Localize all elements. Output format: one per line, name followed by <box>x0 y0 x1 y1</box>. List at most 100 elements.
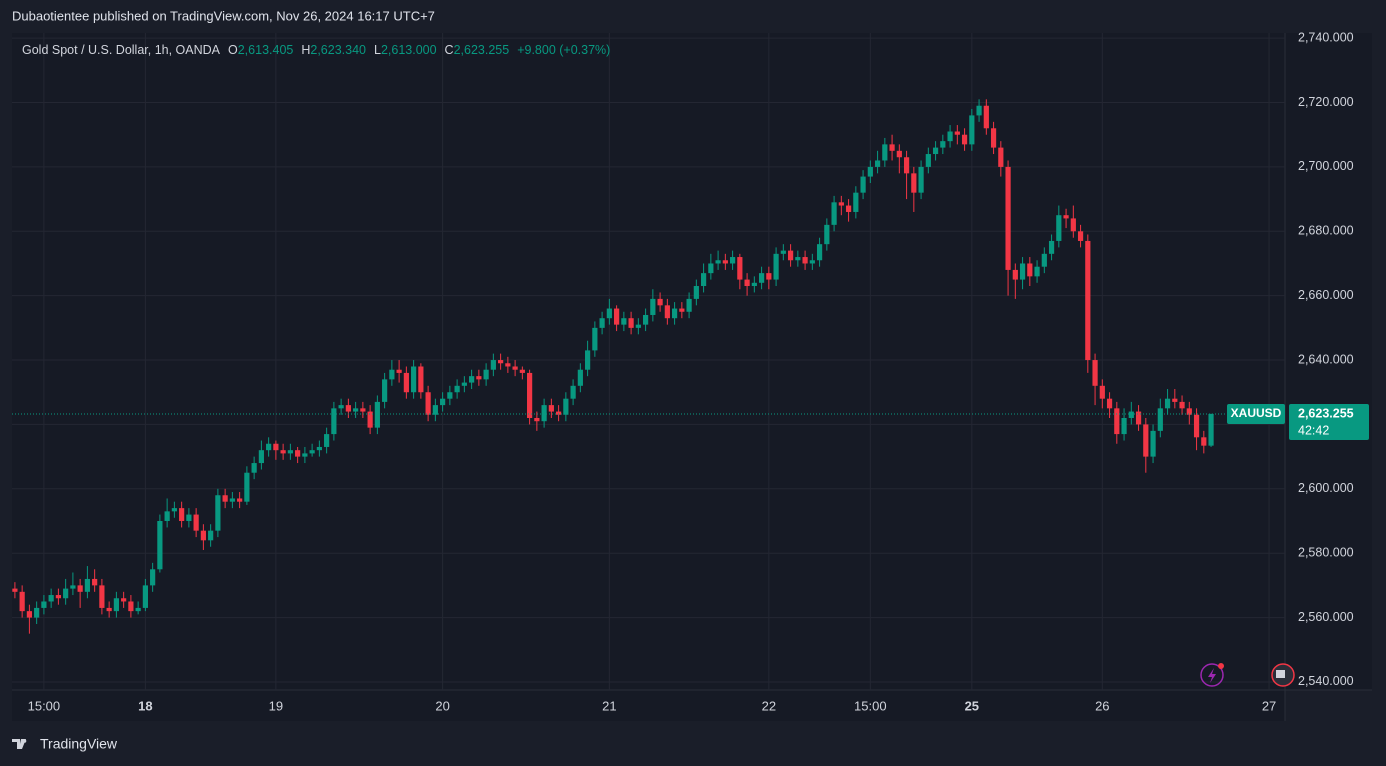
candle-body <box>874 160 881 167</box>
candle-body <box>142 585 148 608</box>
candle-body <box>686 298 692 312</box>
candle <box>280 443 286 460</box>
y-tick-label: 2,720.000 <box>1298 95 1354 109</box>
candle-body <box>599 318 605 328</box>
candle-body <box>548 405 554 412</box>
candle <box>737 253 743 290</box>
candle <box>302 446 308 464</box>
candle <box>1128 401 1134 425</box>
candle <box>1164 389 1171 415</box>
candle-body <box>787 250 794 261</box>
event-icon[interactable] <box>1271 663 1295 687</box>
header: Dubaotientee published on TradingView.co… <box>12 8 435 23</box>
candle <box>244 466 250 505</box>
candle-body <box>338 405 344 409</box>
candle-body <box>229 498 235 502</box>
y-tick-label: 2,600.000 <box>1298 481 1354 495</box>
candle-body <box>222 495 228 502</box>
candle <box>766 266 772 290</box>
candle-body <box>258 450 264 464</box>
candle <box>447 385 453 406</box>
candle <box>106 601 112 618</box>
candle <box>1005 160 1011 296</box>
candle-body <box>237 498 243 502</box>
candle-body <box>12 588 18 592</box>
candle <box>693 279 699 306</box>
candle-body <box>48 595 54 602</box>
candle-body <box>121 598 127 602</box>
candle-body <box>845 205 852 212</box>
candle <box>403 366 409 399</box>
y-tick-label: 2,740.000 <box>1298 30 1354 44</box>
candle <box>70 572 76 596</box>
candle-body <box>316 446 322 451</box>
candle <box>34 601 40 625</box>
candle <box>903 150 910 200</box>
candle <box>425 385 431 422</box>
candle-body <box>382 379 388 402</box>
candle <box>679 302 685 319</box>
candle <box>360 401 366 418</box>
candle-body <box>831 202 837 225</box>
candle <box>621 311 627 332</box>
candle-body <box>969 115 975 145</box>
price-tag <box>1289 403 1369 440</box>
candle-body <box>556 411 562 415</box>
candle <box>1034 260 1040 283</box>
candle-body <box>396 369 402 373</box>
candle <box>1121 408 1127 441</box>
candle <box>1063 208 1069 229</box>
candle <box>1157 398 1163 438</box>
alert-icon[interactable] <box>1200 663 1224 687</box>
candle <box>353 401 359 418</box>
candle-body <box>374 401 380 428</box>
candle <box>643 308 649 332</box>
legend-value: 2,613.000 <box>381 43 437 57</box>
candle <box>179 501 185 528</box>
legend-key: H <box>301 43 310 57</box>
footer-brand: TradingView <box>40 736 118 752</box>
candle-body <box>1179 401 1185 409</box>
candle-body <box>1208 413 1214 446</box>
candle <box>1099 379 1105 409</box>
candle-body <box>1063 215 1069 219</box>
candle-body <box>483 369 489 380</box>
candle <box>896 144 902 174</box>
candle-body <box>505 363 511 367</box>
candle-body <box>55 595 61 599</box>
candle <box>592 321 598 357</box>
candle-body <box>331 408 337 435</box>
candle <box>889 134 895 161</box>
candle <box>99 578 105 615</box>
candle <box>882 137 888 167</box>
candle-body <box>63 588 69 599</box>
candle-body <box>432 405 438 415</box>
candle-body <box>954 131 960 135</box>
candle <box>193 508 199 538</box>
candle-body <box>1070 218 1076 232</box>
candle-body <box>266 443 272 451</box>
candle-body <box>295 450 301 457</box>
candle-body <box>1027 263 1033 277</box>
x-tick-label: 22 <box>762 698 776 713</box>
candle <box>295 446 301 464</box>
candle <box>867 160 873 184</box>
candle-body <box>947 131 953 142</box>
candle <box>1077 224 1084 248</box>
candle <box>92 569 98 592</box>
candle <box>266 437 272 457</box>
candle-body <box>867 166 873 177</box>
x-tick-label: 19 <box>269 698 283 713</box>
candle <box>787 244 794 267</box>
candle <box>715 250 721 270</box>
candle-body <box>1099 385 1105 399</box>
candle-body <box>983 105 989 129</box>
candle <box>1186 401 1192 425</box>
candle-body <box>157 521 163 570</box>
candle <box>63 578 69 605</box>
candle <box>614 305 620 332</box>
candle <box>824 218 830 251</box>
candle <box>1092 353 1098 406</box>
candle <box>990 121 997 155</box>
candle-body <box>1005 166 1011 270</box>
